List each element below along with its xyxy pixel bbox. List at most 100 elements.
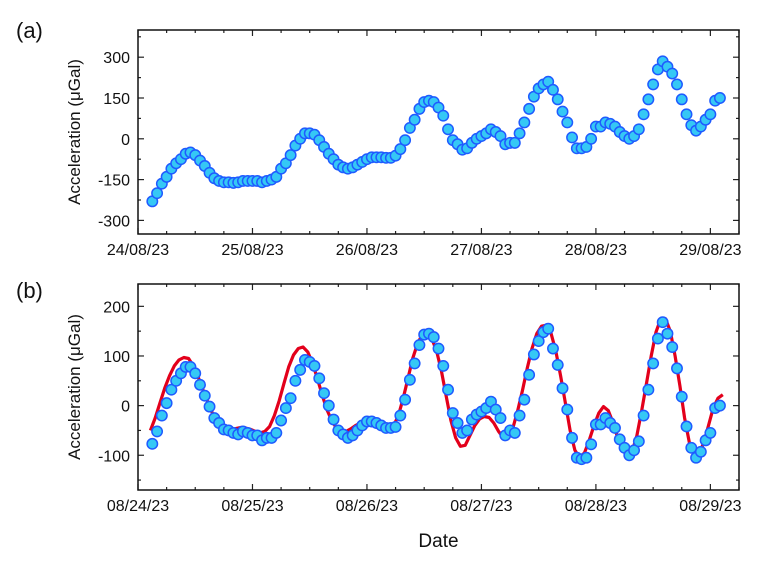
data-point (189, 367, 202, 380)
data-point (399, 393, 412, 406)
y-tick-label: 300 (103, 50, 130, 67)
data-point (437, 109, 450, 122)
data-point (671, 362, 683, 375)
data-point (289, 374, 302, 387)
x-tick-label: 27/08/23 (450, 242, 512, 259)
x-tick-label: 29/08/23 (679, 242, 741, 259)
y-tick-label: 0 (121, 132, 130, 149)
x-tick-label: 28/08/23 (565, 242, 627, 259)
data-point (561, 403, 574, 416)
data-point (275, 414, 288, 427)
data-point (651, 332, 664, 345)
data-point (442, 123, 454, 136)
data-point (566, 431, 579, 444)
data-point (542, 322, 555, 335)
data-point (270, 426, 283, 439)
data-point (284, 392, 297, 405)
data-point (203, 400, 216, 413)
data-point (146, 437, 159, 450)
data-point (547, 83, 559, 96)
data-point (637, 409, 650, 422)
data-point (394, 143, 407, 156)
plot-area (146, 316, 726, 466)
data-point (661, 327, 674, 340)
y-tick-label: -100 (98, 448, 130, 465)
data-point (566, 131, 579, 144)
data-point (461, 424, 474, 437)
y-tick-label: -150 (98, 173, 130, 190)
data-point (403, 373, 416, 386)
data-point (647, 357, 660, 370)
data-point (637, 108, 650, 121)
data-point (451, 417, 464, 429)
data-point (713, 92, 726, 104)
data-point (527, 348, 540, 361)
data-point (442, 383, 454, 396)
data-point (585, 132, 598, 145)
panel-label: (b) (16, 278, 43, 303)
y-tick-label: 150 (103, 91, 130, 108)
data-point (513, 409, 526, 422)
data-point (308, 359, 321, 372)
x-tick-label: 08/25/23 (221, 498, 283, 515)
y-axis-label: Acceleration (μGal) (65, 59, 84, 205)
x-tick-label: 26/08/23 (336, 242, 398, 259)
data-point (322, 399, 335, 412)
data-point (547, 342, 559, 355)
data-point (518, 393, 531, 406)
x-tick-label: 25/08/23 (221, 242, 283, 259)
data-point (675, 390, 688, 403)
data-point (437, 359, 450, 372)
data-point (151, 425, 164, 438)
y-tick-label: -300 (98, 213, 130, 230)
data-point (551, 358, 564, 371)
data-point (279, 402, 292, 415)
data-point (694, 445, 707, 458)
data-point (532, 335, 545, 348)
data-point (446, 407, 459, 420)
data-point (508, 136, 521, 149)
data-point (628, 444, 641, 457)
data-point (656, 316, 669, 329)
x-tick-label: 08/28/23 (565, 498, 627, 515)
data-point (713, 399, 726, 412)
data-point (680, 420, 693, 433)
data-point (318, 387, 330, 400)
data-point (704, 108, 717, 121)
data-point (642, 383, 655, 396)
data-point (432, 342, 445, 355)
x-tick-label: 24/08/23 (107, 242, 169, 259)
data-point (647, 78, 660, 91)
data-point (389, 421, 402, 433)
data-point (666, 67, 679, 80)
data-point (399, 134, 412, 147)
data-point (671, 78, 683, 91)
plot-frame (137, 29, 740, 235)
data-point (556, 382, 569, 395)
data-point (155, 409, 168, 422)
plot-frame (137, 283, 740, 491)
data-point (408, 113, 421, 126)
data-point (632, 435, 645, 448)
data-point (494, 412, 507, 424)
data-point (561, 116, 574, 129)
data-point (513, 127, 526, 140)
data-point (194, 378, 206, 391)
data-point (165, 383, 178, 396)
data-point (666, 341, 679, 353)
data-point (327, 413, 340, 426)
data-point (294, 363, 307, 376)
y-axis-label: Acceleration (μGal) (65, 314, 84, 460)
data-point (284, 149, 297, 162)
data-point (160, 397, 173, 410)
data-point (675, 93, 688, 106)
x-tick-label: 08/27/23 (450, 498, 512, 515)
x-tick-label: 08/24/23 (107, 498, 169, 515)
plot-area (146, 55, 726, 208)
panel-label: (a) (16, 18, 43, 43)
data-point (394, 409, 407, 422)
data-point (313, 372, 326, 385)
data-point (518, 116, 531, 129)
y-tick-label: 100 (103, 349, 130, 366)
